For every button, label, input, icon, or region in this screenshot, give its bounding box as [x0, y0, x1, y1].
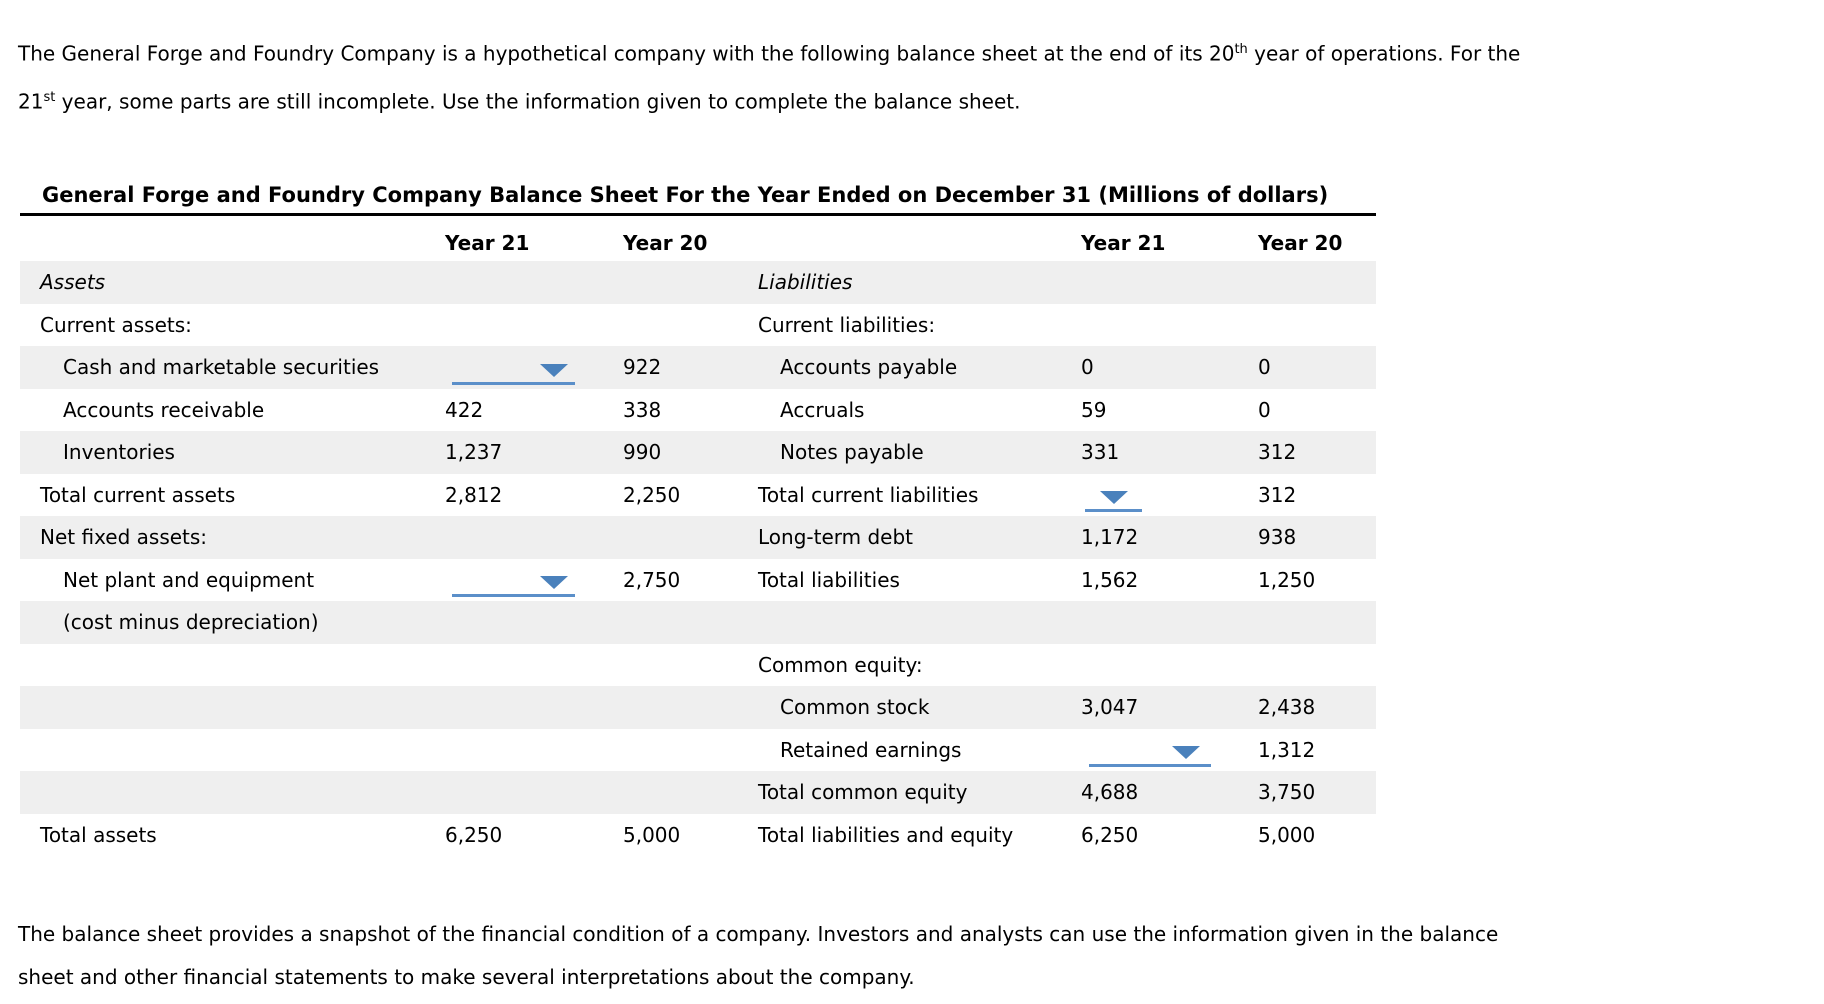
- value-cell: 312: [1258, 482, 1297, 507]
- balance-sheet-table: Assets Liabilities Current assets: Curre…: [20, 261, 1376, 856]
- value-cell: 1,562: [1081, 567, 1139, 592]
- value-cell: 938: [1258, 525, 1297, 549]
- row-label: Common equity:: [758, 652, 923, 677]
- value-cell: 422: [445, 397, 484, 422]
- table-row: Inventories 1,237 990 Notes payable 331 …: [20, 431, 1376, 474]
- table-row: Assets Liabilities: [20, 261, 1376, 304]
- intro-paragraph: The General Forge and Foundry Company is…: [18, 28, 1520, 123]
- row-label: Accruals: [780, 397, 865, 422]
- value-cell: 312: [1258, 440, 1297, 464]
- value-cell: 2,750: [623, 567, 681, 592]
- row-label: Current assets:: [40, 312, 192, 337]
- row-label: Total current assets: [40, 482, 236, 507]
- column-headers: Year 21 Year 20 Year 21 Year 20: [20, 231, 1376, 261]
- value-cell: 3,047: [1081, 695, 1139, 719]
- value-cell: 0: [1081, 355, 1094, 379]
- value-cell: 2,812: [445, 482, 503, 507]
- value-cell: 1,237: [445, 440, 503, 464]
- table-row: Accounts receivable 422 338 Accruals 59 …: [20, 389, 1376, 432]
- value-cell: 990: [623, 440, 662, 464]
- balance-sheet-title: General Forge and Foundry Company Balanc…: [42, 183, 1329, 207]
- row-label: Total current liabilities: [758, 482, 979, 507]
- value-cell: 2,438: [1258, 695, 1316, 719]
- row-label: Common stock: [780, 695, 930, 719]
- table-row: Common equity:: [20, 644, 1376, 687]
- row-label: Total liabilities and equity: [758, 822, 1014, 847]
- col-header-right-year21: Year 21: [1081, 231, 1166, 255]
- table-row: Cash and marketable securities 922 Accou…: [20, 346, 1376, 389]
- intro-line2-rest: year, some parts are still incomplete. U…: [55, 89, 1021, 114]
- value-cell: 2,250: [623, 482, 681, 507]
- value-cell: 1,312: [1258, 737, 1316, 762]
- value-cell: 0: [1258, 397, 1271, 422]
- value-cell: 4,688: [1081, 780, 1139, 804]
- row-label: Notes payable: [780, 440, 924, 464]
- dropdown-arrow-icon: [1172, 746, 1200, 759]
- row-label: Current liabilities:: [758, 312, 936, 337]
- value-cell: 1,172: [1081, 525, 1139, 549]
- value-cell: 6,250: [445, 822, 503, 847]
- outro-line1: The balance sheet provides a snapshot of…: [18, 922, 1499, 946]
- value-cell: 5,000: [1258, 822, 1316, 847]
- balance-sheet-header: General Forge and Foundry Company Balanc…: [20, 183, 1376, 216]
- value-cell: 338: [623, 397, 662, 422]
- table-row: Total common equity 4,688 3,750: [20, 771, 1376, 814]
- value-cell: 6,250: [1081, 822, 1139, 847]
- table-row: Net plant and equipment 2,750 Total liab…: [20, 559, 1376, 602]
- row-label: Total liabilities: [758, 567, 900, 592]
- cash-and-marketable-securities-year21-dropdown[interactable]: [452, 363, 575, 385]
- row-label: Net plant and equipment: [63, 567, 315, 592]
- intro-line2-text: 21: [18, 89, 44, 114]
- table-row: Total current assets 2,812 2,250 Total c…: [20, 474, 1376, 517]
- net-plant-and-equipment-year21-dropdown[interactable]: [452, 576, 575, 597]
- intro-line2-superscript: st: [43, 89, 56, 105]
- col-header-left-year20: Year 20: [623, 231, 708, 255]
- outro-line2: sheet and other financial statements to …: [18, 965, 915, 989]
- row-label: Accounts receivable: [63, 397, 265, 422]
- table-row: Net fixed assets: Long-term debt 1,172 9…: [20, 516, 1376, 559]
- value-cell: 0: [1258, 355, 1271, 379]
- value-cell: 922: [623, 355, 662, 379]
- value-cell: 3,750: [1258, 780, 1316, 804]
- row-label: Total assets: [40, 822, 157, 847]
- outro-paragraph: The balance sheet provides a snapshot of…: [18, 913, 1498, 999]
- row-label: Long-term debt: [758, 525, 914, 549]
- row-label: Cash and marketable securities: [63, 355, 380, 379]
- table-row: Retained earnings 1,312: [20, 729, 1376, 772]
- value-cell: 331: [1081, 440, 1120, 464]
- row-label: Liabilities: [758, 270, 853, 294]
- value-cell: 59: [1081, 397, 1107, 422]
- table-row: Total assets 6,250 5,000 Total liabiliti…: [20, 814, 1376, 857]
- dropdown-arrow-icon: [540, 363, 568, 377]
- dropdown-arrow-icon: [1099, 491, 1128, 504]
- value-cell: 5,000: [623, 822, 681, 847]
- row-label: Accounts payable: [780, 355, 958, 379]
- dropdown-arrow-icon: [540, 576, 568, 589]
- row-label: Total common equity: [758, 780, 968, 804]
- retained-earnings-year21-dropdown[interactable]: [1089, 746, 1211, 767]
- row-label: Inventories: [63, 440, 175, 464]
- col-header-left-year21: Year 21: [445, 231, 530, 255]
- intro-line1-rest: year of operations. For the: [1247, 41, 1521, 66]
- table-row: Common stock 3,047 2,438: [20, 686, 1376, 729]
- col-header-right-year20: Year 20: [1258, 231, 1343, 255]
- intro-line1-text: The General Forge and Foundry Company is…: [18, 41, 1235, 66]
- row-label: Net fixed assets:: [40, 525, 208, 549]
- table-row: (cost minus depreciation): [20, 601, 1376, 644]
- row-label: Retained earnings: [780, 737, 962, 762]
- row-label: (cost minus depreciation): [63, 610, 319, 634]
- table-row: Current assets: Current liabilities:: [20, 304, 1376, 347]
- total-current-liabilities-year21-dropdown[interactable]: [1085, 491, 1142, 512]
- intro-line1-superscript: th: [1234, 42, 1248, 57]
- row-label: Assets: [40, 270, 106, 294]
- value-cell: 1,250: [1258, 567, 1316, 592]
